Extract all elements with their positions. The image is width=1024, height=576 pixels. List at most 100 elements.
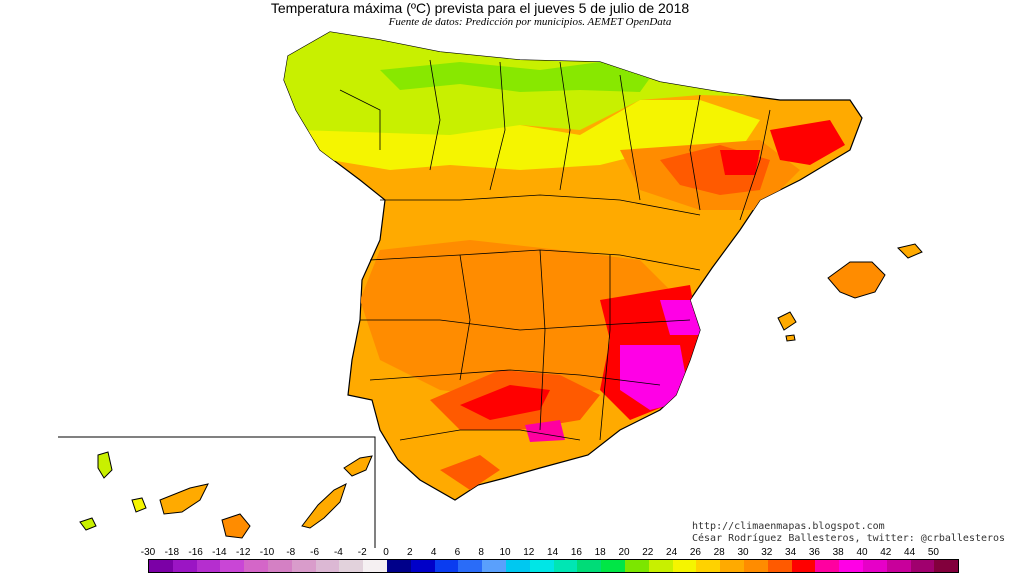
zone-murcia-magenta [620, 345, 690, 410]
legend-swatch [244, 560, 268, 572]
zone-ebro-hot [720, 150, 760, 175]
legend-label: 32 [761, 547, 773, 558]
gran-canaria [221, 513, 251, 539]
el-hierro [79, 517, 97, 531]
legend-swatch [149, 560, 173, 572]
legend-swatch [553, 560, 578, 572]
legend-label: 50 [927, 547, 939, 558]
zone-interior-dark-orange [360, 240, 680, 400]
legend-swatch [815, 560, 840, 572]
legend-swatch [577, 560, 602, 572]
credits: http://climaenmapas.blogspot.com César R… [692, 521, 1005, 545]
canary-inset [58, 436, 376, 548]
legend-label: -8 [286, 547, 296, 558]
legend-label: 38 [832, 547, 844, 558]
legend-label: 24 [666, 547, 678, 558]
legend-label: 6 [454, 547, 461, 558]
legend-swatch [267, 560, 292, 572]
ibiza [777, 311, 797, 331]
legend-swatch [672, 560, 697, 572]
legend-swatch [886, 560, 911, 572]
legend-label: 0 [383, 547, 389, 558]
legend-label: 16 [570, 547, 582, 558]
legend-swatch [696, 560, 721, 572]
balearic-islands [777, 243, 923, 342]
legend-label: 28 [713, 547, 725, 558]
legend-label: 14 [547, 547, 559, 558]
legend-swatch [458, 560, 483, 572]
menorca [897, 243, 923, 259]
tenerife [159, 483, 209, 515]
la-gomera [131, 497, 147, 513]
legend-label: -10 [259, 547, 275, 558]
legend-labels: -30 -18 -16 -14 -12 -10 -8 -6 -4 -2 0 2 4 6 8 10 12 14 16 1… [0, 547, 1024, 559]
legend-label: -12 [235, 547, 251, 558]
legend-swatch [220, 560, 245, 572]
legend-label: -2 [357, 547, 367, 558]
legend-label: 30 [737, 547, 749, 558]
province-borders [339, 59, 771, 441]
legend-swatch [624, 560, 649, 572]
lanzarote [343, 455, 373, 477]
legend-swatch [363, 560, 387, 572]
legend-label: -4 [333, 547, 343, 558]
legend-swatch [172, 560, 197, 572]
legend-label: -30 [140, 547, 156, 558]
legend-label: 4 [430, 547, 437, 558]
legend-label: 20 [618, 547, 630, 558]
legend-color-bar [148, 559, 960, 573]
legend-swatch [505, 560, 530, 572]
legend-swatch [862, 560, 887, 572]
legend-label: -14 [212, 547, 227, 558]
legend-swatch [720, 560, 744, 572]
legend-swatch [482, 560, 506, 572]
inset-frame [58, 436, 376, 548]
zone-south-coast-red [440, 455, 500, 490]
legend-swatch [743, 560, 768, 572]
legend-label: 44 [904, 547, 916, 558]
legend-label: 18 [594, 547, 606, 558]
legend-swatch [601, 560, 625, 572]
peninsula [283, 31, 863, 501]
legend-swatch [291, 560, 316, 572]
legend-swatch [767, 560, 792, 572]
zone-granada-magenta [525, 420, 565, 442]
legend-swatch [839, 560, 863, 572]
formentera [785, 334, 796, 342]
legend-label: 22 [642, 547, 654, 558]
legend-label: 10 [499, 547, 511, 558]
author-credit: César Rodríguez Ballesteros, twitter: @c… [692, 533, 1006, 544]
legend-label: 12 [523, 547, 535, 558]
zone-guadalquivir-hot [460, 385, 550, 420]
mallorca [827, 261, 886, 299]
map-subtitle: Fuente de datos: Predicción por municipi… [388, 16, 672, 28]
legend-swatch [434, 560, 459, 572]
legend-label: 40 [856, 547, 868, 558]
zone-catalonia-red [770, 120, 845, 165]
legend-label: 26 [689, 547, 701, 558]
legend-swatch [386, 560, 411, 572]
legend-swatch [791, 560, 816, 572]
legend-swatch [410, 560, 435, 572]
legend-swatch [648, 560, 673, 572]
legend-label: 8 [478, 547, 484, 558]
legend-label: -16 [188, 547, 203, 558]
legend-swatch [529, 560, 554, 572]
legend-label: 42 [880, 547, 892, 558]
blog-url: http://climaenmapas.blogspot.com [692, 521, 885, 532]
legend-swatch [934, 560, 959, 572]
legend-label: -6 [310, 547, 320, 558]
map-title: Temperatura máxima (ºC) prevista para el… [270, 0, 690, 16]
legend-swatch [339, 560, 364, 572]
legend-label: 36 [808, 547, 820, 558]
legend-swatch [910, 560, 935, 572]
la-palma [97, 451, 113, 479]
legend-swatch [315, 560, 340, 572]
zone-cantabrian-green [380, 62, 650, 92]
zone-valencia-magenta [660, 300, 700, 335]
legend-label: 34 [785, 547, 797, 558]
legend-label: -18 [164, 547, 180, 558]
legend-swatch [196, 560, 221, 572]
fuerteventura [301, 483, 347, 529]
